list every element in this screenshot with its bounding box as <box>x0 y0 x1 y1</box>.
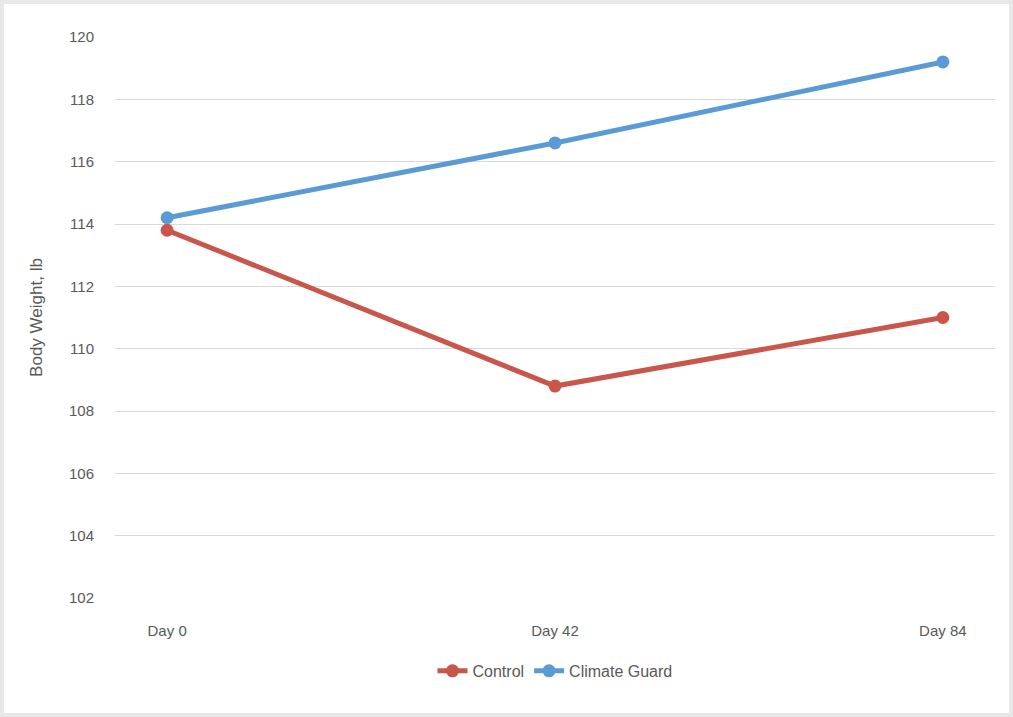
svg-text:118: 118 <box>70 91 94 108</box>
svg-text:108: 108 <box>69 402 94 419</box>
svg-text:Day 0: Day 0 <box>148 622 187 639</box>
svg-text:106: 106 <box>69 465 94 482</box>
svg-text:Day 84: Day 84 <box>919 622 967 639</box>
svg-text:112: 112 <box>70 278 94 295</box>
svg-text:110: 110 <box>70 340 94 357</box>
svg-text:120: 120 <box>69 28 94 45</box>
svg-text:Day 42: Day 42 <box>531 622 579 639</box>
svg-text:114: 114 <box>70 215 94 232</box>
svg-text:Control: Control <box>473 663 525 680</box>
svg-text:116: 116 <box>70 153 94 170</box>
svg-text:102: 102 <box>69 589 94 606</box>
svg-text:Body Weight, lb: Body Weight, lb <box>27 258 46 377</box>
svg-text:104: 104 <box>69 527 94 544</box>
svg-text:Climate Guard: Climate Guard <box>569 663 672 680</box>
